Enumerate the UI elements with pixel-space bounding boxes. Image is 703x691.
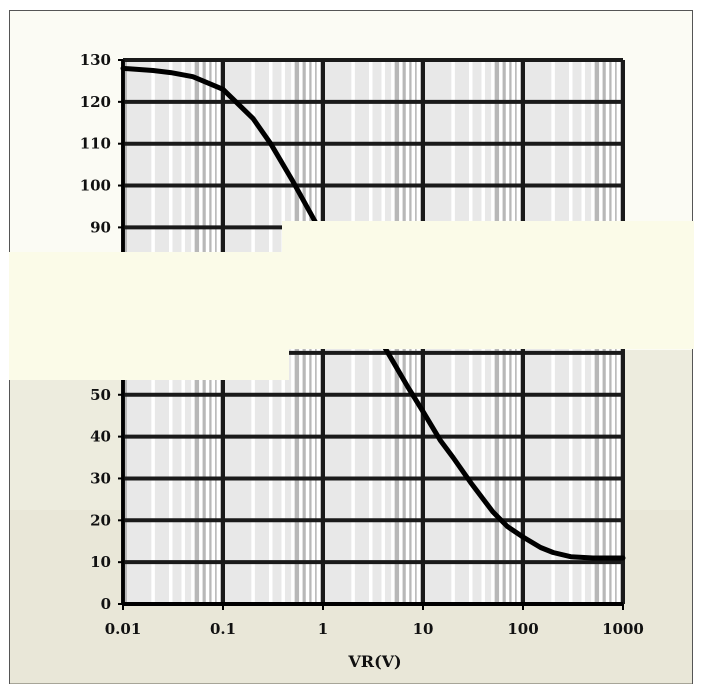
- x-tick-label: 100: [507, 620, 538, 638]
- x-axis-title: VR(V): [347, 652, 401, 671]
- y-tick-label: 90: [90, 218, 111, 236]
- y-tick-label: 20: [90, 511, 111, 529]
- x-tick-label: 1: [318, 620, 328, 638]
- y-tick-label: 40: [90, 428, 111, 446]
- x-tick-label: 1000: [602, 620, 644, 638]
- y-tick-label: 120: [80, 93, 111, 111]
- y-tick-label: 0: [101, 595, 111, 613]
- data-curve: [120, 65, 626, 561]
- y-tick-label: 100: [80, 177, 111, 195]
- y-tick-label: 110: [80, 135, 111, 153]
- scan-patch: [282, 221, 694, 349]
- y-tick-label: 10: [90, 553, 111, 571]
- x-tick-label: 0.1: [210, 620, 236, 638]
- y-tick-label: 50: [90, 386, 111, 404]
- x-tick-label: 10: [413, 620, 434, 638]
- x-tick-label: 0.01: [105, 620, 142, 638]
- scan-patch: [9, 252, 289, 380]
- y-tick-label: 130: [80, 51, 111, 69]
- y-tick-label: 30: [90, 469, 111, 487]
